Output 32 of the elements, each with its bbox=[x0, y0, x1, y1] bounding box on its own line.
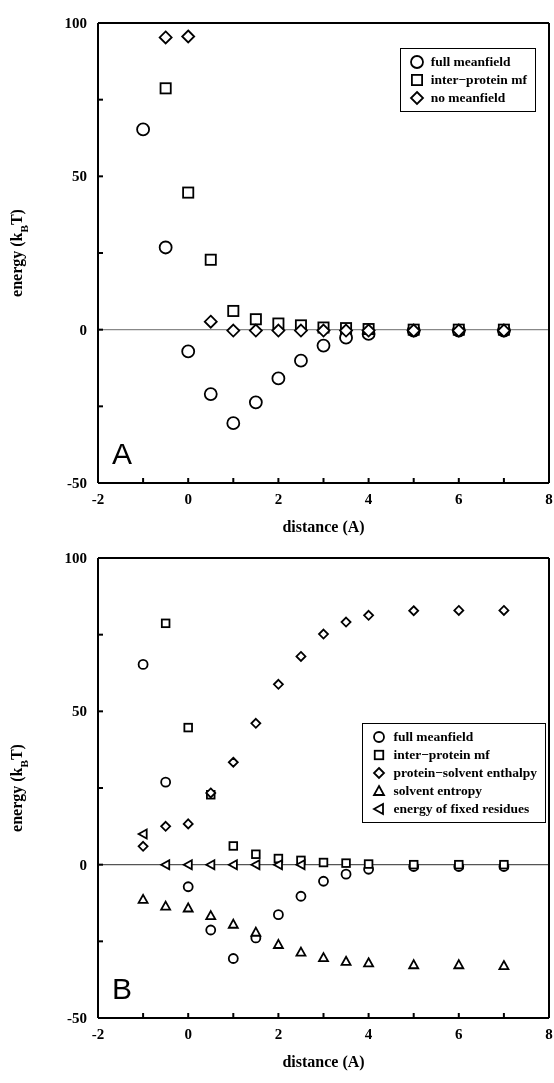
legend-label: protein−solvent enthalpy bbox=[393, 765, 537, 781]
x-tick-label: 6 bbox=[455, 491, 464, 507]
x-tick-label: 6 bbox=[455, 1026, 464, 1042]
legend-label: inter−protein mf bbox=[393, 747, 490, 763]
legend-label: solvent entropy bbox=[393, 783, 483, 799]
y-tick-label: 100 bbox=[64, 15, 87, 31]
x-axis-title: distance (A) bbox=[282, 518, 365, 537]
y-tick-label: 0 bbox=[79, 856, 87, 873]
x-tick-label: 2 bbox=[274, 491, 283, 507]
y-tick-label: 0 bbox=[79, 321, 87, 338]
x-tick-label: 8 bbox=[545, 1026, 553, 1042]
x-tick-label: -2 bbox=[91, 1026, 105, 1042]
x-axis-title: distance (A) bbox=[282, 1053, 365, 1072]
x-tick-label: 0 bbox=[184, 1026, 192, 1042]
y-tick-label: 50 bbox=[72, 168, 87, 185]
legend-label: energy of fixed residues bbox=[393, 801, 530, 817]
x-tick-label: 8 bbox=[545, 491, 553, 507]
y-tick-label: -50 bbox=[67, 475, 87, 491]
y-tick-label: 100 bbox=[64, 550, 87, 566]
legend-label: no meanfield bbox=[430, 90, 506, 106]
annotation: B bbox=[112, 972, 133, 1006]
x-tick-label: 4 bbox=[364, 491, 373, 507]
x-tick-label: -2 bbox=[91, 491, 105, 507]
legend-label: full meanfield bbox=[393, 729, 474, 745]
legend-label: full meanfield bbox=[430, 54, 511, 70]
y-tick-label: 50 bbox=[72, 703, 87, 720]
annotation: A bbox=[112, 437, 133, 471]
x-tick-label: 4 bbox=[364, 1026, 373, 1042]
x-tick-label: 2 bbox=[274, 1026, 283, 1042]
y-tick-label: -50 bbox=[67, 1010, 87, 1026]
legend-label: inter−protein mf bbox=[430, 72, 527, 88]
x-tick-label: 0 bbox=[184, 491, 192, 507]
